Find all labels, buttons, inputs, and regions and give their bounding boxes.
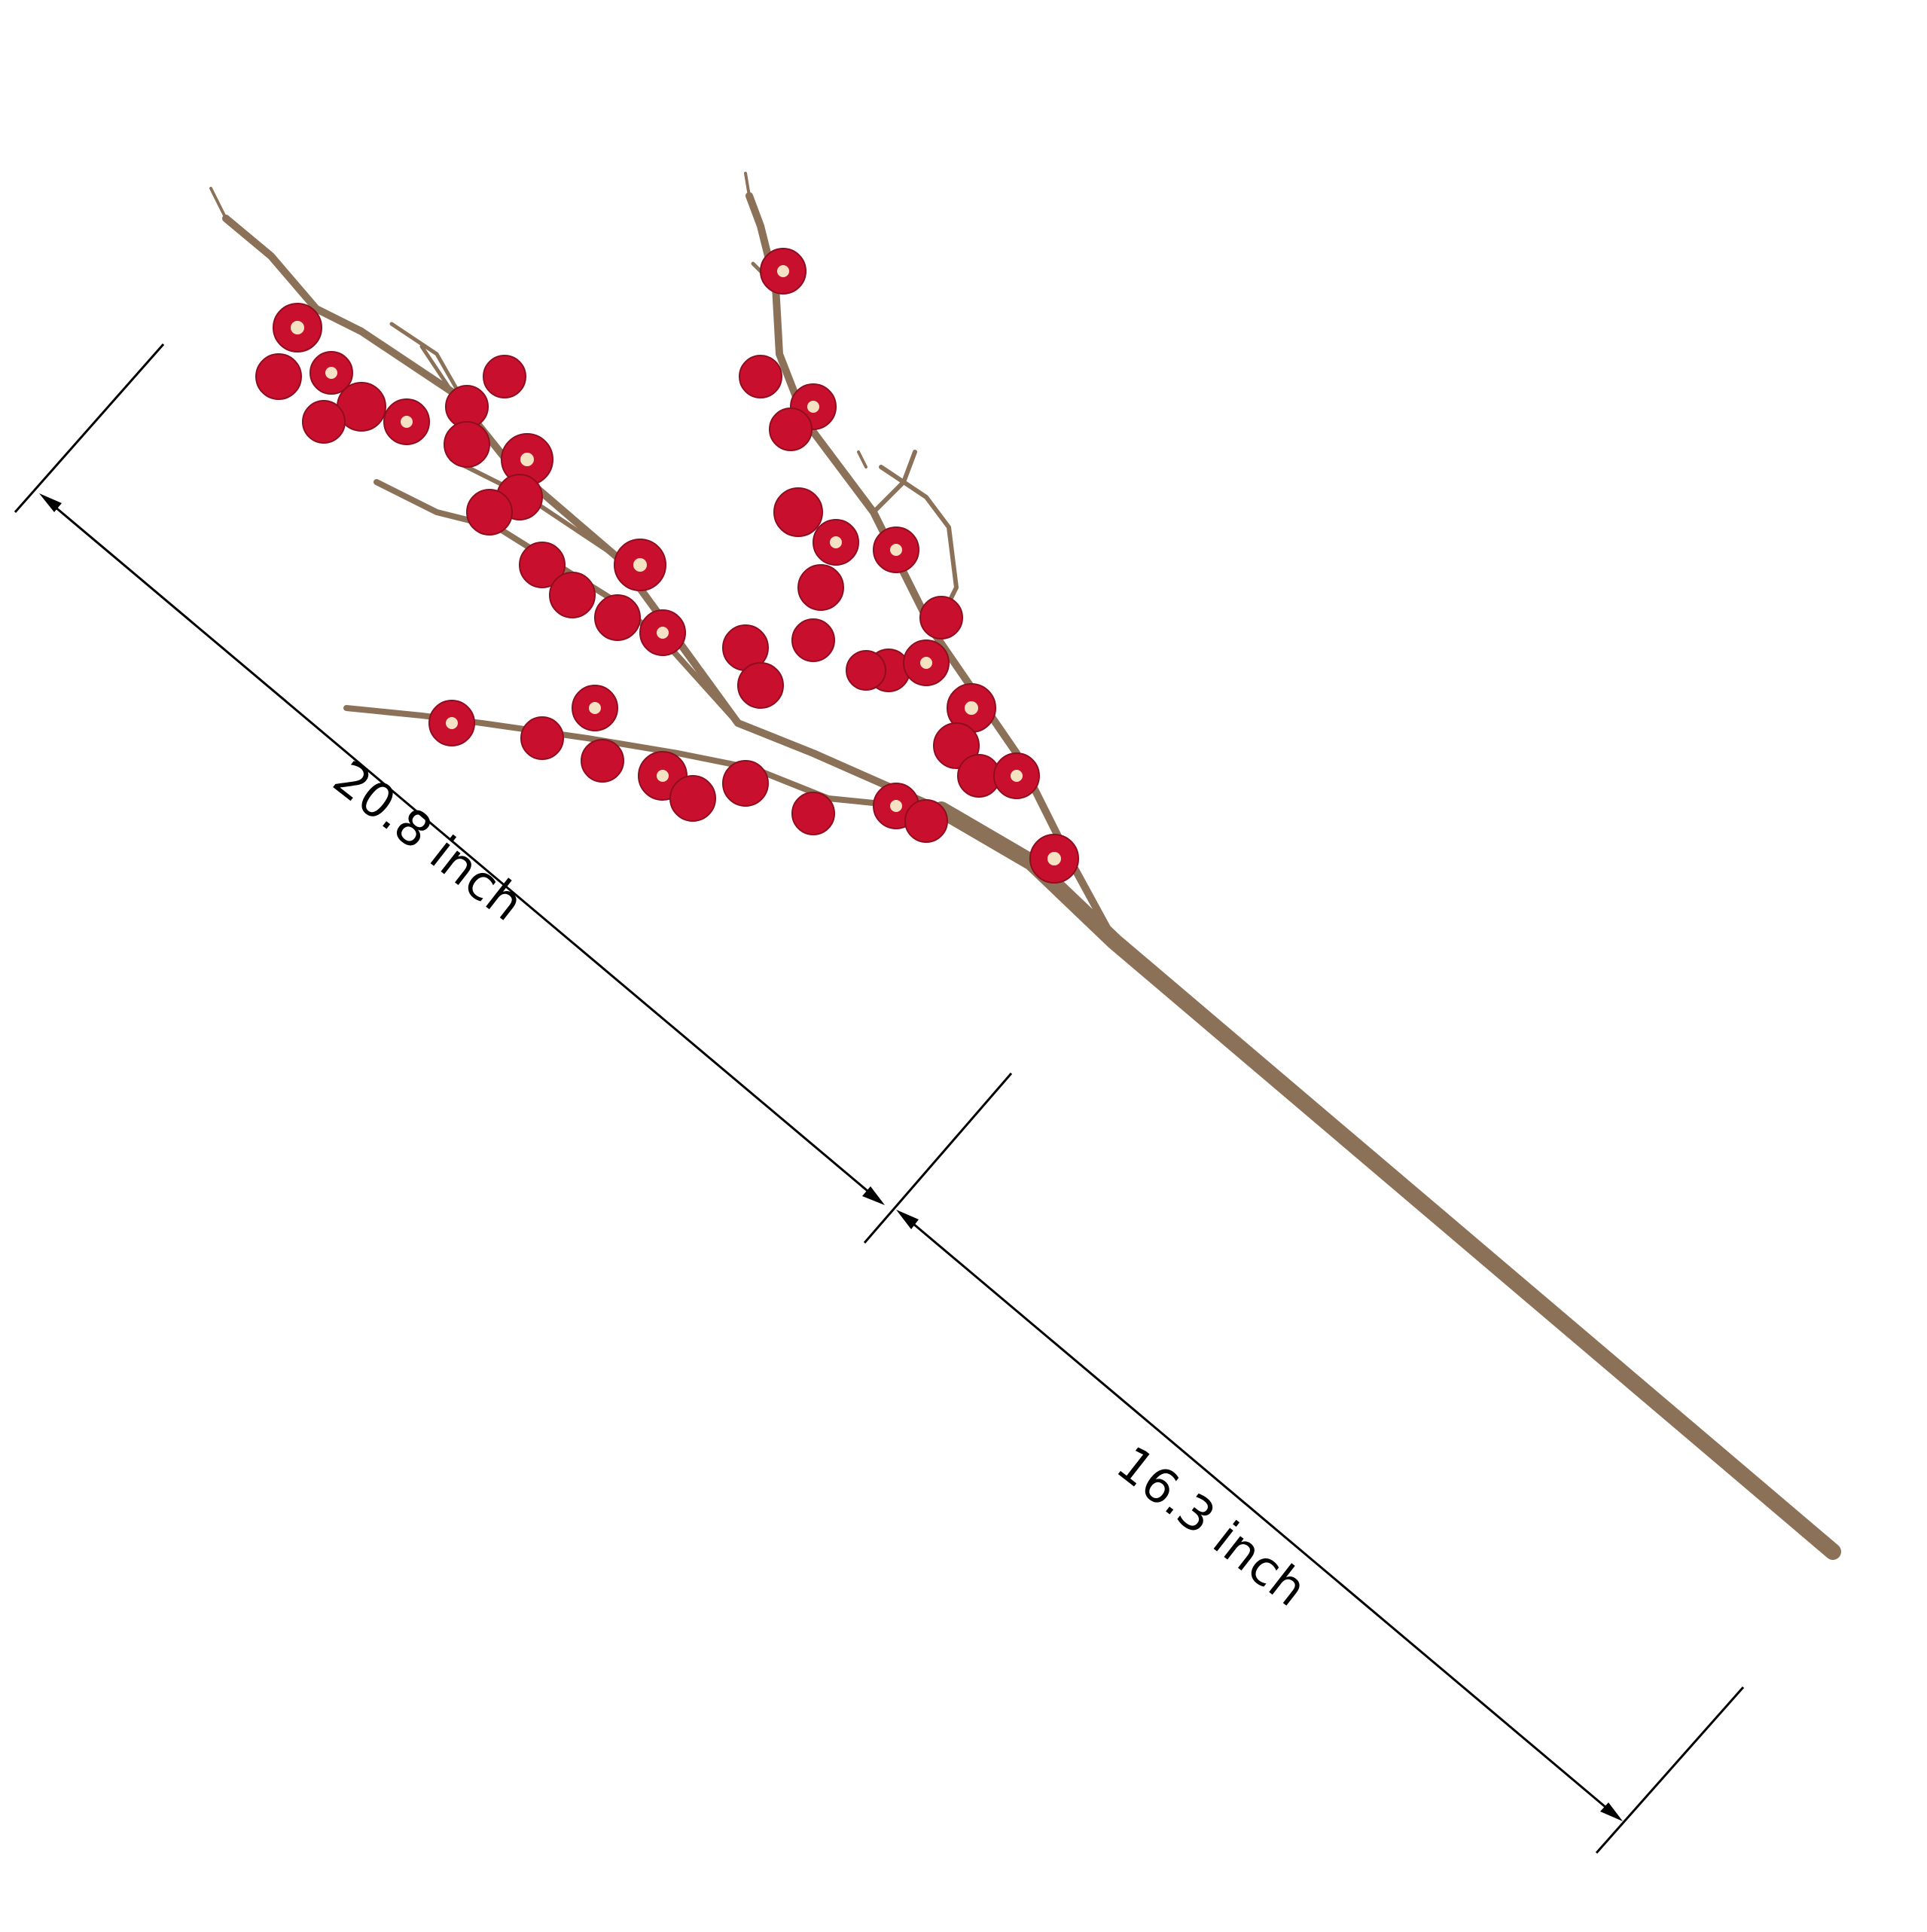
blossom (302, 400, 346, 444)
blossom-center (657, 627, 669, 639)
dim-tick-middle (863, 1073, 1013, 1244)
blossoms (255, 248, 1079, 884)
blossom (255, 353, 302, 400)
blossom (549, 572, 596, 618)
blossom (669, 775, 716, 822)
blossom (791, 792, 835, 835)
blossom-center (446, 717, 458, 729)
blossom-center (807, 401, 819, 413)
blossom (520, 716, 564, 760)
blossom-center (920, 657, 932, 669)
blossom (919, 596, 963, 639)
dim-line-lower (903, 1214, 1616, 1817)
blossom (769, 407, 813, 451)
dimension-arrows (39, 493, 1623, 1821)
blossom-center (890, 544, 902, 556)
blossom (581, 739, 624, 783)
blossom-center (401, 416, 413, 428)
dimension-lines (14, 343, 1745, 1854)
branch (209, 172, 1841, 1560)
arrow-upper-end (862, 1186, 885, 1205)
blossom (773, 487, 823, 537)
blossom (791, 618, 835, 662)
blossom (483, 355, 526, 398)
blossom-center (830, 536, 842, 548)
blossom-center (1011, 770, 1023, 782)
blossom (904, 799, 948, 843)
blossom-center (657, 770, 669, 782)
dim-tick-bottom-end (1595, 1686, 1745, 1854)
blossom-center (633, 558, 647, 572)
blossom-center (1047, 852, 1061, 865)
blossom-center (890, 800, 902, 812)
blossom (739, 355, 782, 398)
blossom (444, 421, 490, 468)
blossom (722, 760, 769, 807)
blossom (594, 594, 641, 641)
blossom-center (291, 321, 304, 334)
blossom (933, 722, 980, 769)
arrow-upper-start (39, 493, 62, 512)
arrow-lower-end (1600, 1802, 1623, 1821)
blossom (797, 564, 844, 611)
blossom (519, 542, 566, 588)
blossom-center (520, 453, 534, 466)
dim-tick-top-start (14, 343, 165, 513)
arrow-lower-start (896, 1210, 919, 1229)
blossom (737, 662, 784, 709)
blossom (846, 650, 886, 691)
blossom-center (325, 367, 337, 379)
dim-line-upper (44, 497, 878, 1201)
blossom-center (777, 265, 789, 277)
blossom-center (965, 701, 978, 715)
blossom (466, 489, 513, 536)
blossom-center (589, 702, 601, 714)
